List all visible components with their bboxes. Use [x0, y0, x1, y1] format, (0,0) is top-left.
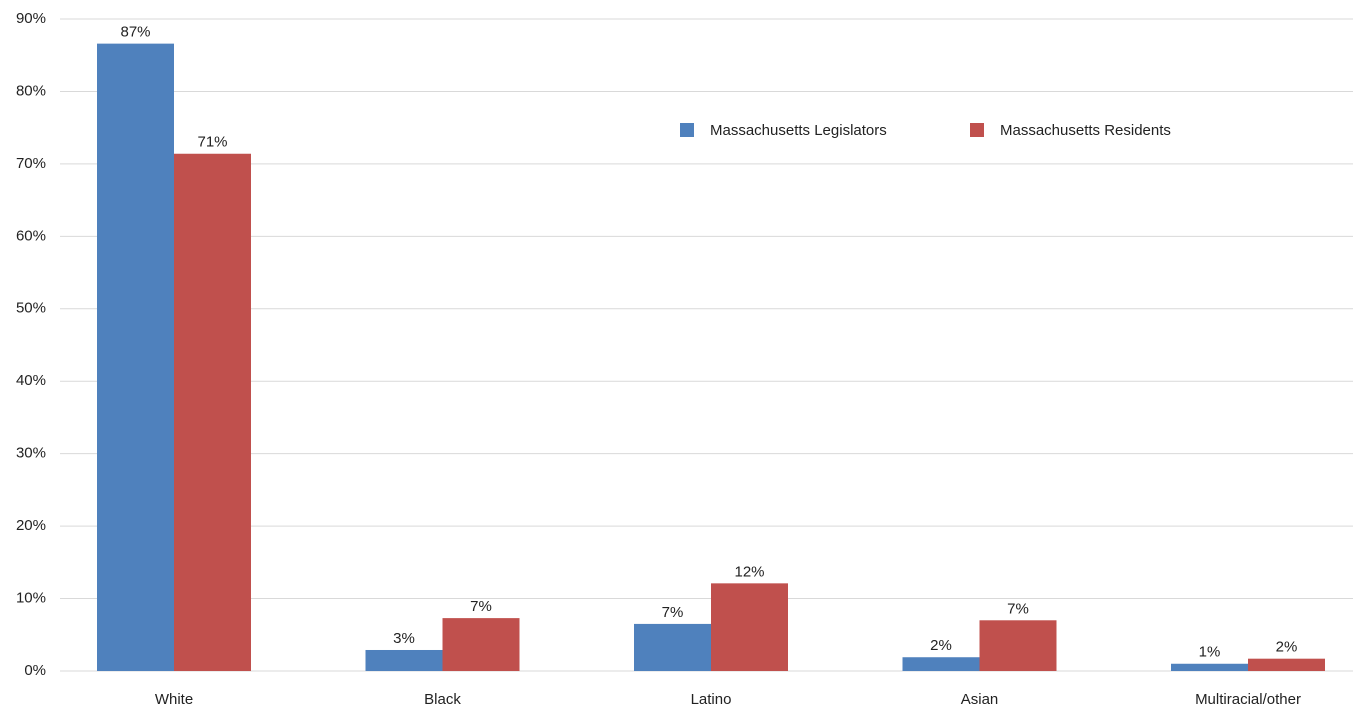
bar — [365, 649, 443, 671]
data-label: 7% — [1007, 600, 1029, 617]
data-label: 3% — [393, 630, 415, 647]
y-tick-label: 40% — [16, 372, 46, 389]
bar — [97, 43, 174, 672]
y-tick-label: 70% — [16, 155, 46, 172]
y-tick-label: 80% — [16, 82, 46, 99]
bar — [902, 657, 980, 671]
data-label: 1% — [1199, 644, 1221, 661]
bar — [1248, 658, 1325, 671]
bar — [442, 618, 520, 671]
y-tick-label: 10% — [16, 590, 46, 607]
x-tick-label: White — [155, 691, 193, 708]
data-label: 7% — [662, 604, 684, 621]
y-tick-label: 50% — [16, 300, 46, 317]
y-tick-label: 90% — [16, 10, 46, 27]
data-label: 87% — [120, 24, 150, 41]
data-label: 71% — [197, 134, 227, 151]
data-label: 7% — [470, 598, 492, 615]
y-tick-label: 30% — [16, 445, 46, 462]
legend-swatch — [680, 123, 694, 137]
legend-label: Massachusetts Residents — [1000, 122, 1171, 139]
bar — [1171, 663, 1248, 671]
bar — [174, 153, 251, 671]
bar — [711, 583, 788, 671]
data-label: 2% — [930, 637, 952, 654]
y-tick-label: 60% — [16, 227, 46, 244]
x-tick-label: Multiracial/other — [1195, 691, 1301, 708]
legend-label: Massachusetts Legislators — [710, 122, 887, 139]
x-tick-label: Asian — [961, 691, 999, 708]
bar — [979, 620, 1057, 671]
data-label: 2% — [1276, 639, 1298, 656]
y-tick-label: 20% — [16, 517, 46, 534]
y-tick-label: 0% — [24, 662, 46, 679]
x-tick-label: Latino — [691, 691, 732, 708]
data-label: 12% — [734, 563, 764, 580]
legend-swatch — [970, 123, 984, 137]
x-tick-label: Black — [424, 691, 461, 708]
bar — [634, 623, 711, 671]
